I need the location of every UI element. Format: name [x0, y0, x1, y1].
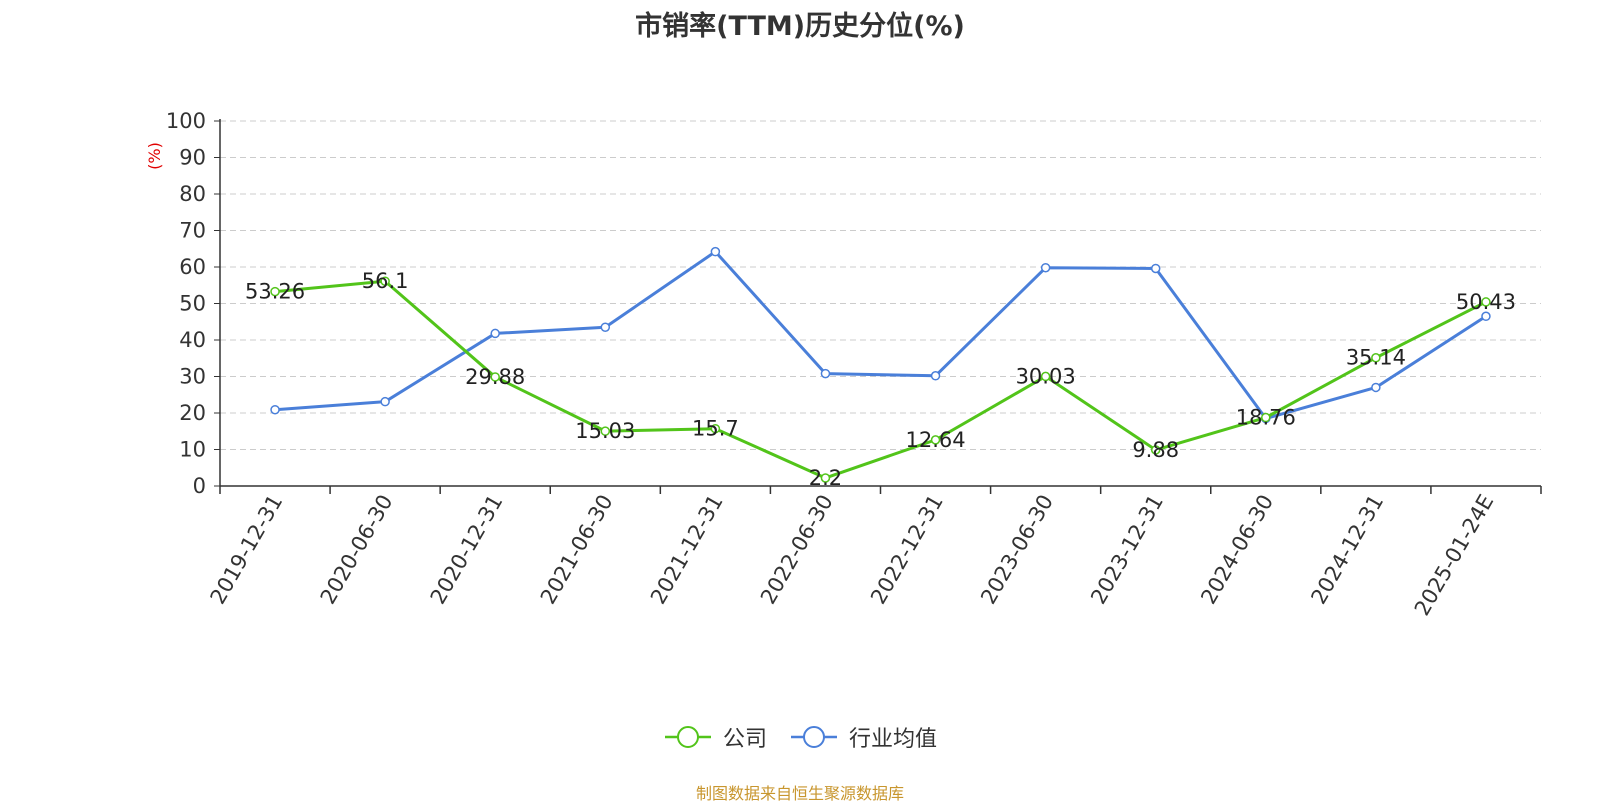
- data-label: 29.88: [465, 365, 525, 389]
- x-tick-label: 2022-12-31: [866, 491, 948, 609]
- x-tick-label: 2019-12-31: [206, 491, 288, 609]
- y-tick-label: 80: [179, 182, 206, 206]
- data-point: [710, 246, 721, 257]
- data-point: [380, 276, 390, 286]
- data-point: [600, 322, 611, 332]
- x-tick-label: 2020-06-30: [316, 491, 398, 609]
- data-label: 2.2: [809, 466, 842, 490]
- data-point: [1481, 311, 1491, 322]
- data-point: [1150, 445, 1161, 455]
- data-point: [490, 372, 500, 382]
- data-point: [710, 423, 721, 434]
- data-point: [270, 404, 280, 415]
- data-label: 35.14: [1346, 346, 1406, 370]
- x-tick-label: 2022-06-30: [756, 491, 838, 609]
- data-point: [1261, 412, 1271, 423]
- y-tick-label: 50: [179, 292, 206, 316]
- data-labels: 53.26 56.1 29.88 15.03 15.7 2.2 12.64 30.03 9.88…: [245, 269, 1516, 490]
- data-point: [1481, 297, 1491, 307]
- data-point: [930, 371, 941, 381]
- x-tick-label: 2021-06-30: [536, 491, 618, 609]
- chart-title: 市销率(TTM)历史分位(%): [635, 11, 965, 42]
- data-label: 12.64: [905, 428, 965, 452]
- legend-circle: [803, 726, 825, 748]
- data-point: [1040, 262, 1051, 273]
- data-label: 9.88: [1132, 438, 1179, 462]
- x-tick-label: 2023-06-30: [976, 491, 1058, 609]
- legend-item[interactable]: 公司: [663, 721, 767, 753]
- y-tick-label: 70: [179, 219, 206, 243]
- data-label: 56.1: [362, 269, 409, 293]
- x-tick-label: 2023-12-31: [1086, 491, 1168, 609]
- x-tick-label: 2025-01-24E: [1410, 491, 1498, 620]
- y-axis-label: (%): [145, 142, 164, 170]
- legend-line-circle-icon: [791, 726, 837, 748]
- legend-label: 行业均值: [849, 727, 938, 752]
- y-tick-label: 60: [179, 255, 206, 279]
- y-tick-label: 90: [179, 146, 206, 170]
- x-tick-label: 2021-12-31: [646, 491, 728, 609]
- legend-circle: [676, 726, 699, 748]
- legend-item[interactable]: 行业均值: [789, 721, 937, 753]
- data-point: [1371, 382, 1381, 393]
- data-point: [1150, 263, 1161, 274]
- axes: 0 10 20 30 40 50 60 70 80 90 100 2019-12-31 2020-06-…: [166, 109, 1542, 620]
- data-point: [490, 328, 500, 339]
- legend-label: 公司: [722, 727, 767, 752]
- x-tick-label: 2024-12-31: [1306, 491, 1388, 609]
- series-line-1: [274, 250, 1487, 420]
- y-tick-label: 20: [179, 401, 206, 425]
- data-point: [1371, 352, 1381, 363]
- data-label: 15.7: [692, 417, 739, 441]
- data-label: 50.43: [1456, 290, 1516, 314]
- grid-lines: [220, 120, 1541, 450]
- legend: 公司 行业均值: [0, 720, 1600, 754]
- x-tick-label: 2024-06-30: [1196, 491, 1278, 609]
- data-label: 53.26: [245, 280, 305, 304]
- y-tick-label: 0: [193, 474, 206, 498]
- source-note: 制图数据来自恒生聚源数据库: [695, 784, 904, 803]
- data-point: [1040, 371, 1051, 382]
- series-lines: [270, 246, 1491, 483]
- data-point: [930, 435, 941, 445]
- y-tick-label: 10: [179, 438, 206, 462]
- data-point: [820, 368, 831, 379]
- legend-line-circle-icon: [664, 726, 711, 748]
- x-tick-label: 2020-12-31: [426, 491, 508, 609]
- data-label: 30.03: [1016, 364, 1076, 388]
- data-point: [380, 396, 390, 407]
- data-point: [270, 286, 280, 297]
- data-point: [600, 426, 611, 436]
- y-tick-label: 100: [166, 109, 206, 133]
- data-point: [820, 473, 831, 483]
- y-tick-label: 40: [179, 328, 206, 352]
- series-line-0: [274, 279, 1487, 480]
- data-label: 18.76: [1236, 406, 1296, 430]
- y-tick-label: 30: [179, 365, 206, 389]
- data-label: 15.03: [575, 419, 635, 443]
